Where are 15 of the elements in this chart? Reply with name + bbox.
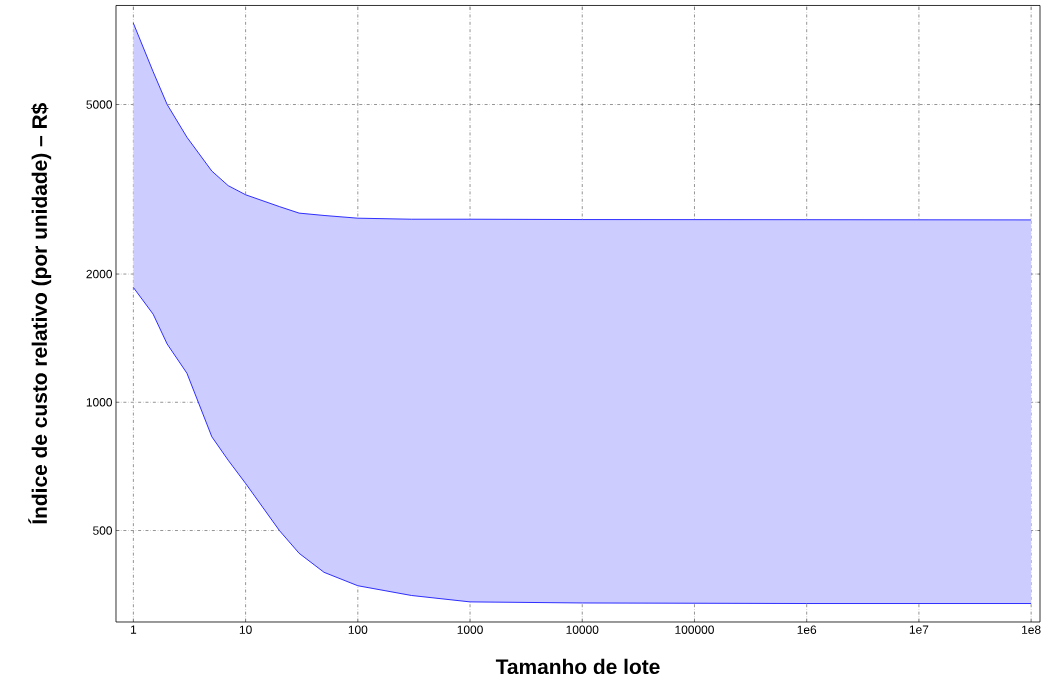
x-tick-label: 100000 (675, 625, 714, 634)
y-tick-label: 2000 (86, 269, 113, 279)
x-tick-label: 10000 (566, 625, 599, 634)
x-tick-label: 1 (130, 625, 137, 634)
x-tick-label: 100 (348, 625, 368, 634)
x-tick-label: 1e6 (797, 625, 817, 634)
x-tick-label: 1000 (457, 625, 483, 634)
x-tick-label: 10 (239, 625, 252, 634)
y-axis-title: Índice de custo relativo (por unidade) – R$ (28, 103, 52, 524)
y-tick-label: 500 (93, 526, 113, 535)
x-axis-title: Tamanho de lote (495, 658, 660, 675)
x-tick-label: 1e8 (1022, 625, 1041, 634)
x-tick-label: 1e7 (909, 625, 929, 634)
y-tick-label: 5000 (86, 100, 113, 109)
y-tick-label: 1000 (86, 398, 113, 407)
